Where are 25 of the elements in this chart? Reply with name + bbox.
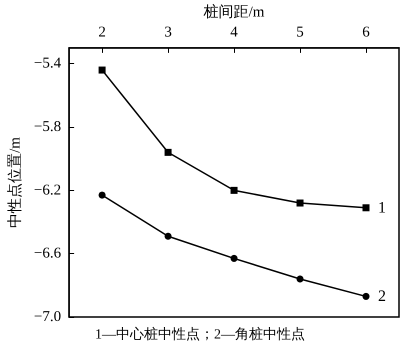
y-tick-label: −5.8: [34, 119, 62, 136]
x-tick-label: 2: [98, 24, 106, 40]
point: [362, 292, 370, 300]
point: [230, 254, 238, 262]
x-axis-title: 桩间距/m: [202, 4, 265, 20]
y-tick-label: −5.4: [34, 56, 62, 72]
y-tick-label: −6.6: [34, 246, 62, 262]
point: [296, 276, 304, 283]
point: [164, 148, 172, 156]
point: [296, 200, 304, 207]
y-axis-title: 中性点位置/m: [6, 136, 24, 228]
series-label: 2: [378, 288, 386, 305]
y-tick-label: −7.0: [34, 309, 62, 325]
x-tick-label: 4: [230, 24, 238, 40]
x-tick-label: 6: [362, 24, 370, 40]
y-tick-label: −6.2: [34, 182, 62, 198]
point: [98, 66, 106, 74]
point: [164, 232, 172, 240]
text: 1—中心桩中性点；2—角桩中性点: [95, 326, 305, 342]
point: [362, 204, 370, 212]
series-label: 1: [378, 199, 386, 216]
x-tick-label: 3: [164, 24, 172, 40]
point: [230, 186, 238, 194]
point: [98, 192, 106, 199]
x-tick-label: 5: [296, 24, 304, 40]
